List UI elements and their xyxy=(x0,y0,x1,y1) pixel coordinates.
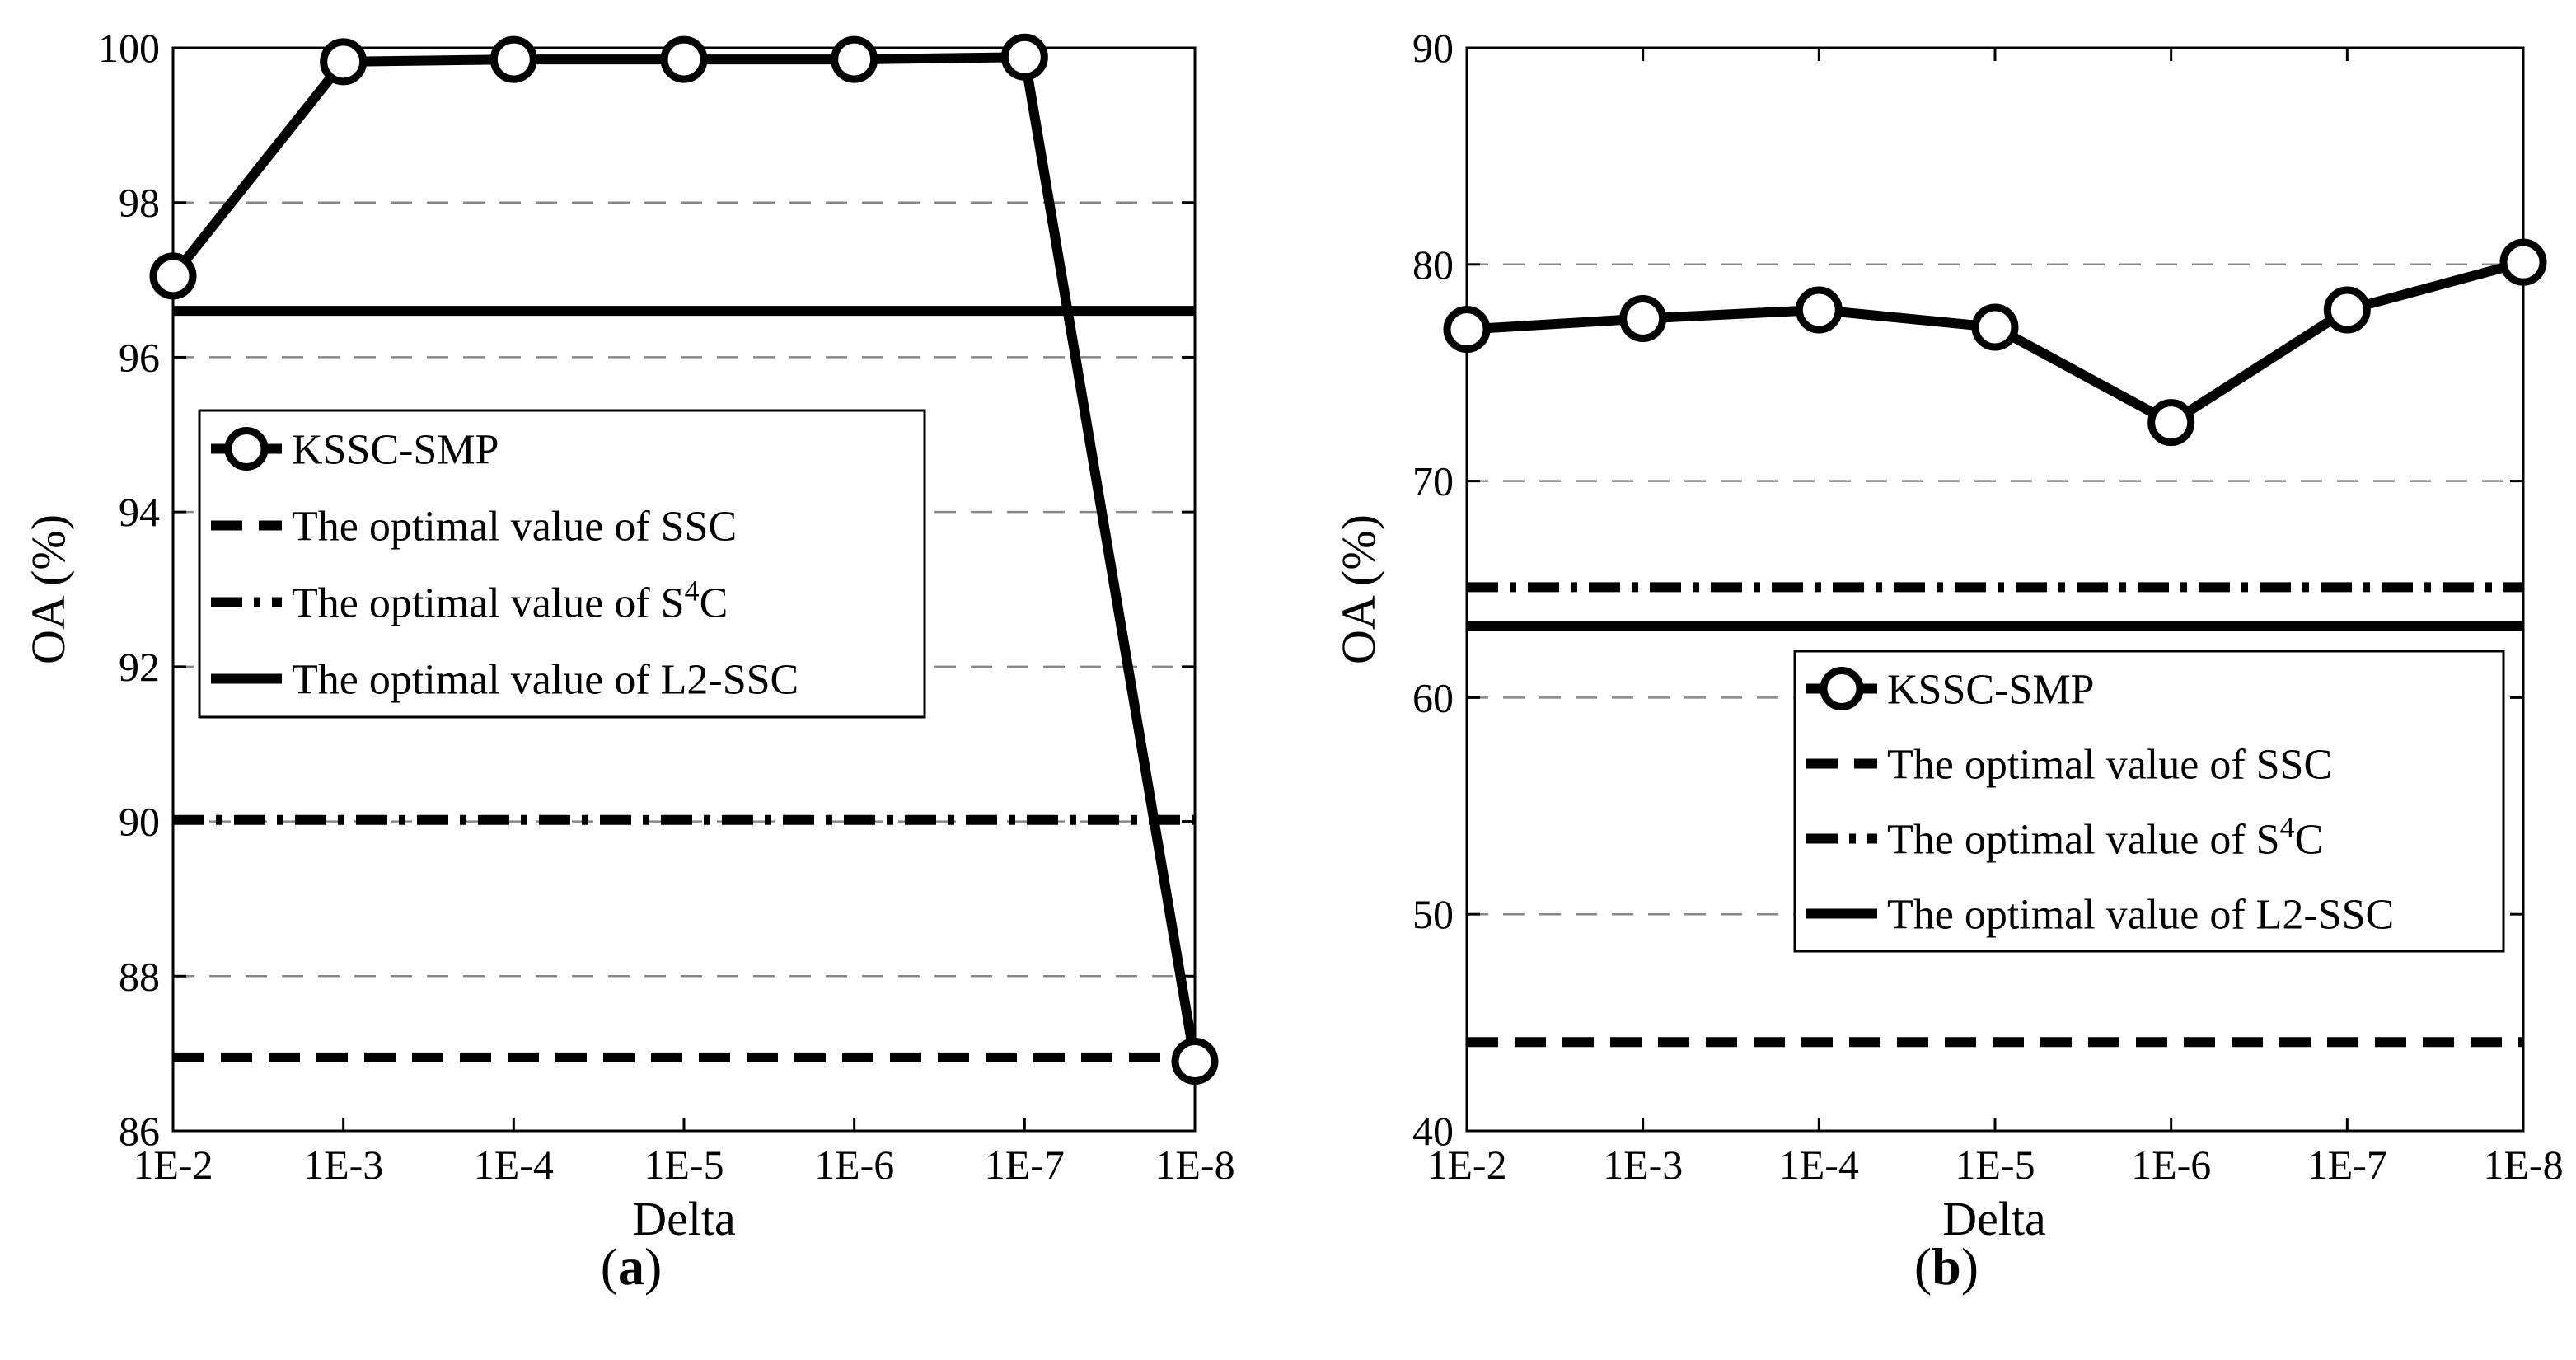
x-tick-label: 1E-6 xyxy=(814,1142,894,1188)
subfigure-caption: (a) xyxy=(601,1237,663,1296)
x-tick-label: 1E-2 xyxy=(1426,1142,1506,1188)
y-tick-label: 100 xyxy=(98,25,160,71)
legend-entry: The optimal value of SSC xyxy=(1887,742,2332,789)
y-tick-label: 88 xyxy=(119,953,160,999)
chart-b: 40 50 60 70 80 90 1E-2 1E-3 1E-4 1E-5 1E-6 1E-7 1E-8… xyxy=(1332,25,2564,1296)
legend-entry: KSSC-SMP xyxy=(292,427,499,474)
y-tick-label: 86 xyxy=(119,1108,160,1154)
x-tick-label: 1E-3 xyxy=(1603,1142,1683,1188)
y-tick-label: 90 xyxy=(1412,25,1454,71)
y-tick-label: 90 xyxy=(119,799,160,845)
y-tick-label: 94 xyxy=(119,489,160,535)
x-tick-label: 1E-7 xyxy=(985,1142,1065,1188)
legend-marker xyxy=(1820,667,1864,710)
y-axis-label: OA (%) xyxy=(1332,514,1385,664)
legend-entry: The optimal value of SSC xyxy=(292,504,737,551)
y-tick-label: 80 xyxy=(1412,242,1454,288)
y-tick-label: 96 xyxy=(119,334,160,380)
x-tick-label: 1E-8 xyxy=(1155,1142,1234,1188)
data-point xyxy=(1171,1038,1219,1086)
legend-entry: The optimal value of S4C xyxy=(292,574,728,627)
data-point xyxy=(660,35,708,83)
data-point xyxy=(2147,399,2195,447)
x-tick-label: 1E-4 xyxy=(474,1142,554,1188)
x-axis-label: Delta xyxy=(1942,1192,2046,1245)
data-point xyxy=(320,38,368,86)
x-tick-label: 1E-4 xyxy=(1779,1142,1859,1188)
x-axis-label: Delta xyxy=(632,1192,736,1245)
y-tick-label: 40 xyxy=(1412,1108,1454,1154)
data-point xyxy=(831,35,878,83)
x-tick-label: 1E-5 xyxy=(644,1142,724,1188)
data-point xyxy=(1443,306,1491,354)
data-point xyxy=(1000,33,1048,81)
x-tick-label: 1E-3 xyxy=(303,1142,383,1188)
data-point xyxy=(489,35,537,83)
y-tick-label: 60 xyxy=(1412,674,1454,720)
data-point xyxy=(1619,295,1667,342)
data-point xyxy=(2499,238,2547,286)
x-tick-label: 1E-7 xyxy=(2307,1142,2387,1188)
legend-entry: KSSC-SMP xyxy=(1887,667,2094,714)
data-point xyxy=(1795,286,1843,334)
y-tick-label: 50 xyxy=(1412,891,1454,937)
data-point xyxy=(149,252,197,300)
x-tick-label: 1E-8 xyxy=(2483,1142,2563,1188)
y-tick-label: 98 xyxy=(119,180,160,226)
x-tick-label: 1E-6 xyxy=(2131,1142,2211,1188)
legend-box xyxy=(1793,650,2505,953)
subfigure-caption: (b) xyxy=(1914,1237,1979,1296)
x-tick-label: 1E-2 xyxy=(133,1142,213,1188)
legend-entry: The optimal value of L2-SSC xyxy=(292,657,799,704)
y-tick-label: 92 xyxy=(119,644,160,690)
legend-entry: The optimal value of S4C xyxy=(1887,811,2323,864)
x-tick-label: 1E-5 xyxy=(1955,1142,2035,1188)
y-axis-label: OA (%) xyxy=(21,514,75,664)
data-point xyxy=(1971,303,2019,351)
y-tick-label: 70 xyxy=(1412,458,1454,504)
chart-a: 86 88 90 92 94 96 98 100 1E-2 1E-3 1E-4 1E-5 1E-6 1E-… xyxy=(21,25,1235,1296)
legend-box xyxy=(198,409,926,719)
legend-entry: The optimal value of L2-SSC xyxy=(1887,892,2394,939)
data-point xyxy=(2323,286,2371,334)
legend-marker xyxy=(224,427,269,471)
